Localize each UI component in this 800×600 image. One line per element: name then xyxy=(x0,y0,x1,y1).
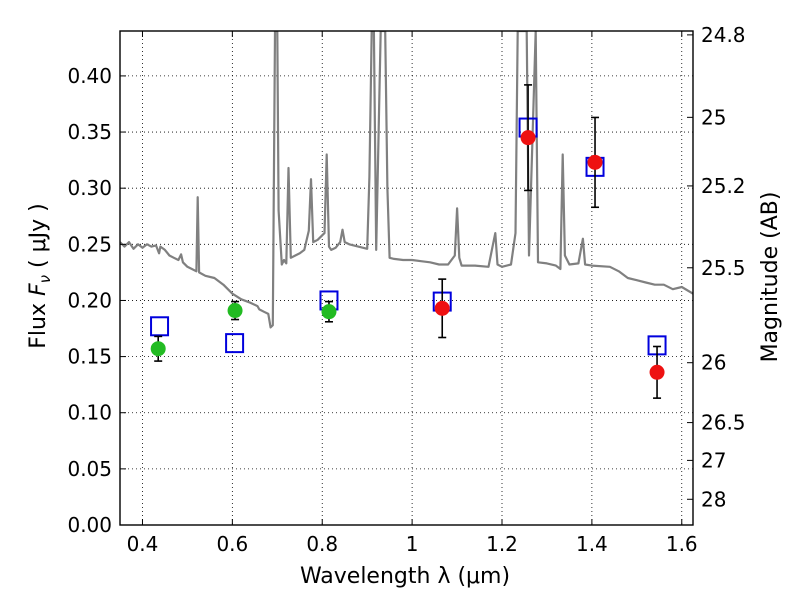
observed-nir-point xyxy=(649,364,665,380)
plot-data xyxy=(120,31,693,399)
sed-model-line xyxy=(120,31,693,329)
observed-optical-point xyxy=(150,341,166,357)
y-axis-label: Flux Fν ( μJy ) xyxy=(26,203,54,348)
grid xyxy=(120,31,693,526)
observed-nir-point xyxy=(587,154,603,170)
x-tick-label: 1.2 xyxy=(486,532,518,556)
observed-optical-point xyxy=(321,304,337,320)
y-tick-label: 0.10 xyxy=(67,401,112,425)
x-tick-label: 1.6 xyxy=(666,532,698,556)
plot-frame xyxy=(119,30,694,526)
y-tick-label: 0.20 xyxy=(67,288,112,312)
y2-tick-label: 27 xyxy=(701,448,726,472)
x-tick-label: 0.6 xyxy=(216,532,248,556)
y2-tick-label: 26 xyxy=(701,351,726,375)
x-tick-label: 1.4 xyxy=(576,532,608,556)
observed-nir-point xyxy=(520,130,536,146)
y-tick-label: 0.35 xyxy=(67,120,112,144)
y2-tick-label: 25 xyxy=(701,105,726,129)
model-photometry-point xyxy=(150,316,170,337)
y2-tick-label: 25.2 xyxy=(701,174,746,198)
x-tick-label: 0.8 xyxy=(306,532,338,556)
observed-optical-point xyxy=(227,303,243,319)
y2-axis-label: Magnitude (AB) xyxy=(758,192,783,363)
axes: 0.4 0.6 0.8 1 1.2 1.4 1.6 0.00 0.05 0.10 0.15 0.20 0… xyxy=(67,23,745,556)
y-tick-label: 0.05 xyxy=(67,457,112,481)
model-photometry-point xyxy=(225,333,245,354)
y2-tick-label: 28 xyxy=(701,487,726,511)
y2-tick-label: 25.5 xyxy=(701,256,746,280)
x-tick-label: 0.4 xyxy=(127,532,159,556)
y-tick-label: 0.40 xyxy=(67,64,112,88)
y-tick-label: 0.15 xyxy=(67,345,112,369)
observed-nir-point xyxy=(434,300,450,316)
y-tick-label: 0.30 xyxy=(67,176,112,200)
y-tick-label: 0.25 xyxy=(67,232,112,256)
y2-tick-label: 26.5 xyxy=(701,411,746,435)
x-axis-label: Wavelength λ (μm) xyxy=(300,564,510,589)
y-tick-label: 0.00 xyxy=(67,513,112,537)
x-tick-label: 1 xyxy=(406,532,419,556)
y2-tick-label: 24.8 xyxy=(701,23,746,47)
